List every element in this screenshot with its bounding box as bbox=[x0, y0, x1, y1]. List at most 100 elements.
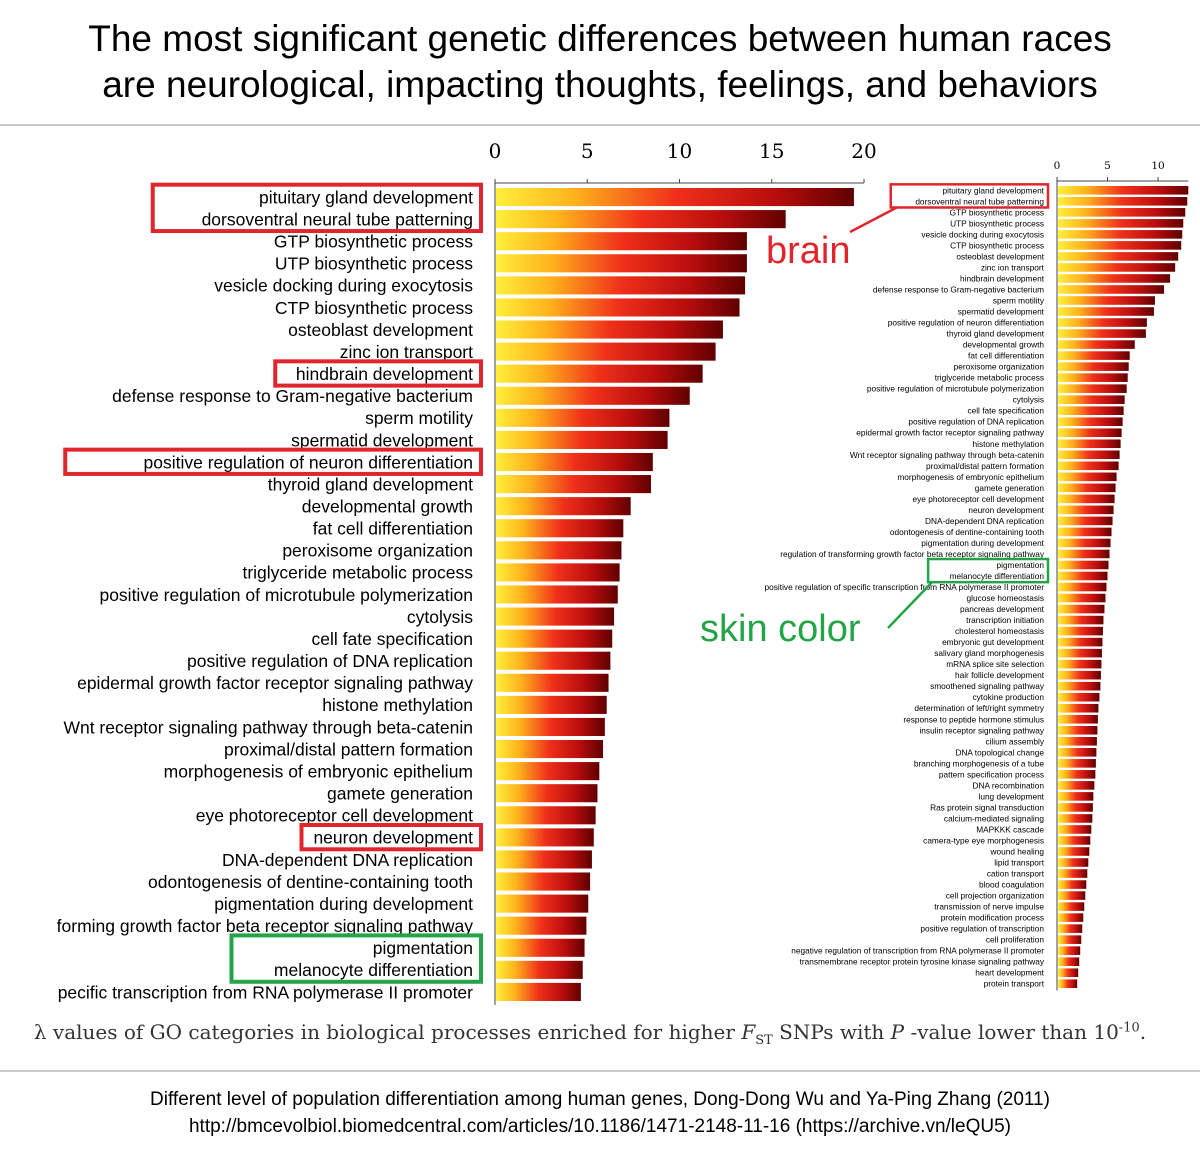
main-bar-30 bbox=[496, 850, 592, 869]
inset-bar-63 bbox=[1058, 880, 1087, 889]
inset-category-label-16: peroxisome organization bbox=[954, 362, 1045, 372]
inset-category-label-58: MAPKKK cascade bbox=[976, 824, 1044, 834]
inset-category-label-40: cholesterol homeostasis bbox=[955, 626, 1044, 636]
inset-bar-70 bbox=[1058, 957, 1080, 966]
inset-category-label-47: determination of left/right symmetry bbox=[914, 703, 1044, 713]
inset-category-label-49: insulin receptor signaling pathway bbox=[919, 725, 1044, 735]
inset-bar-11 bbox=[1058, 307, 1154, 316]
inset-bar-2 bbox=[1058, 208, 1186, 217]
skin-pointer-line bbox=[887, 581, 934, 629]
inset-bar-27 bbox=[1058, 483, 1116, 493]
inset-chart: 0 5 10 pituitary gland developmentdorsovent… bbox=[765, 160, 1189, 991]
inset-bar-10 bbox=[1058, 296, 1155, 305]
inset-bar-48 bbox=[1058, 714, 1098, 724]
inset-category-label-17: triglyceride metabolic process bbox=[935, 373, 1044, 383]
main-bar-3 bbox=[496, 254, 747, 273]
inset-bar-23 bbox=[1058, 439, 1121, 449]
inset-bar-22 bbox=[1058, 428, 1122, 438]
inset-bar-42 bbox=[1058, 648, 1102, 658]
inset-category-label-61: lipid transport bbox=[994, 858, 1045, 868]
inset-category-label-12: positive regulation of neuron differenti… bbox=[888, 318, 1045, 328]
headline-line-1: The most significant genetic differences… bbox=[88, 18, 1112, 59]
main-skin-highlight-0 bbox=[229, 933, 483, 984]
inset-category-label-62: cation transport bbox=[987, 869, 1045, 879]
inset-category-label-42: salivary gland morphogenesis bbox=[934, 648, 1044, 658]
inset-category-label-43: mRNA splice site selection bbox=[946, 659, 1044, 669]
main-category-label-30: DNA-dependent DNA replication bbox=[222, 850, 473, 870]
inset-bar-61 bbox=[1058, 858, 1089, 867]
main-bar-7 bbox=[496, 342, 716, 361]
main-category-label-35: melanocyte differentiation bbox=[274, 960, 473, 980]
main-bar-10 bbox=[496, 408, 670, 427]
inset-category-label-30: DNA-dependent DNA replication bbox=[925, 516, 1044, 526]
main-category-label-34: pigmentation bbox=[373, 938, 473, 958]
inset-bar-60 bbox=[1058, 847, 1090, 856]
inset-bar-34 bbox=[1058, 560, 1109, 570]
main-category-label-4: vesicle docking during exocytosis bbox=[214, 276, 473, 296]
inset-bar-67 bbox=[1058, 924, 1083, 933]
main-bar-17 bbox=[496, 563, 620, 582]
main-bar-27 bbox=[496, 784, 598, 803]
inset-bar-57 bbox=[1058, 814, 1093, 823]
main-category-label-22: epidermal growth factor receptor signali… bbox=[77, 673, 473, 693]
inset-bar-54 bbox=[1058, 781, 1095, 790]
main-bar-35 bbox=[496, 960, 583, 979]
inset-bar-24 bbox=[1058, 450, 1120, 460]
inset-category-label-56: Ras protein signal transduction bbox=[930, 802, 1044, 812]
inset-category-label-20: cell fate specification bbox=[967, 406, 1044, 416]
main-category-label-16: peroxisome organization bbox=[282, 541, 473, 561]
main-chart: 0 5 10 15 20 pituitary gland developmentdorso… bbox=[57, 139, 877, 1005]
main-category-label-1: dorsoventral neural tube patterning bbox=[202, 209, 473, 229]
inset-category-label-7: zinc ion transport bbox=[981, 262, 1045, 272]
inset-bar-28 bbox=[1058, 494, 1115, 504]
main-category-label-13: thyroid gland development bbox=[268, 474, 473, 494]
inset-category-label-14: developmental growth bbox=[963, 340, 1045, 350]
inset-bar-31 bbox=[1058, 527, 1112, 537]
main-tick-label-1: 5 bbox=[581, 139, 594, 163]
inset-bar-16 bbox=[1058, 362, 1129, 371]
inset-category-label-69: negative regulation of transcription fro… bbox=[791, 946, 1044, 956]
main-brain-highlight-0 bbox=[150, 182, 483, 234]
headline-line-2: are neurological, impacting thoughts, fe… bbox=[102, 64, 1098, 105]
main-tick-label-2: 10 bbox=[667, 139, 692, 163]
main-category-label-29: neuron development bbox=[313, 828, 473, 848]
main-category-label-33: forming growth factor beta receptor sign… bbox=[57, 916, 474, 936]
inset-skin-highlight-0 bbox=[926, 557, 1050, 584]
main-bar-1 bbox=[496, 210, 786, 229]
inset-category-label-45: smoothened signaling pathway bbox=[930, 681, 1045, 691]
inset-category-label-63: blood coagulation bbox=[979, 880, 1044, 890]
inset-category-label-36: positive regulation of specific transcri… bbox=[765, 582, 1045, 592]
inset-bar-25 bbox=[1058, 461, 1119, 471]
inset-category-label-29: neuron development bbox=[968, 505, 1044, 515]
inset-bar-19 bbox=[1058, 395, 1125, 404]
main-bar-21 bbox=[496, 651, 611, 670]
caption-exp: -10 bbox=[1118, 1020, 1140, 1036]
main-bar-22 bbox=[496, 673, 609, 692]
inset-bar-56 bbox=[1058, 803, 1093, 812]
main-bar-6 bbox=[496, 320, 723, 339]
inset-bar-66 bbox=[1058, 913, 1084, 922]
caption-lead: λ values of GO categories in biological … bbox=[33, 1020, 742, 1044]
inset-bar-26 bbox=[1058, 472, 1117, 482]
inset-category-label-64: cell projection organization bbox=[946, 891, 1045, 901]
inset-category-label-1: dorsoventral neural tube patterning bbox=[915, 196, 1044, 206]
inset-bar-21 bbox=[1058, 417, 1123, 427]
main-bar-11 bbox=[496, 430, 668, 449]
main-category-label-9: defense response to Gram-negative bacter… bbox=[112, 386, 473, 406]
main-category-label-19: cytolysis bbox=[407, 607, 473, 627]
caption-p: P bbox=[890, 1020, 905, 1044]
inset-bar-35 bbox=[1058, 571, 1108, 581]
main-bar-31 bbox=[496, 872, 591, 891]
main-bar-14 bbox=[496, 497, 631, 516]
main-category-label-6: osteoblast development bbox=[288, 320, 473, 340]
main-bar-16 bbox=[496, 541, 622, 560]
inset-bar-33 bbox=[1058, 549, 1110, 559]
brain-annotation: brain bbox=[766, 230, 851, 272]
inset-tick-label-2: 10 bbox=[1151, 160, 1164, 172]
inset-bar-30 bbox=[1058, 516, 1113, 526]
main-bar-9 bbox=[496, 386, 690, 405]
inset-bar-14 bbox=[1058, 340, 1135, 349]
caption-end: . bbox=[1139, 1020, 1147, 1044]
inset-category-label-33: regulation of transforming growth factor… bbox=[780, 549, 1045, 559]
main-category-label-17: triglyceride metabolic process bbox=[242, 563, 473, 583]
